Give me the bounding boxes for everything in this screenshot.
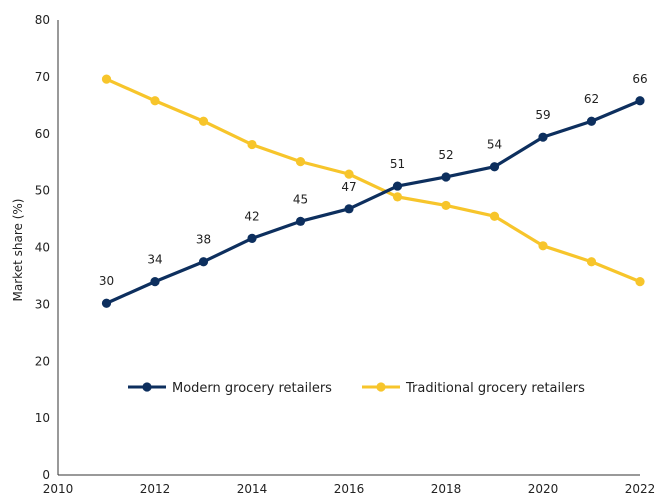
data-label: 42 [244, 209, 259, 223]
data-point-modern [101, 298, 112, 308]
data-point-modern [538, 132, 548, 142]
tick-labels: 0 10 20 30 40 50 60 70 80 2010 2012 2014 2016 2018 202… [35, 13, 656, 495]
y-axis-label: Market share (%) [11, 199, 25, 302]
x-tick-label: 2010 [43, 482, 74, 495]
data-label: 45 [293, 192, 308, 206]
data-point-modern [295, 216, 306, 226]
data-label: 66 [632, 72, 647, 86]
data-point-traditional [198, 116, 209, 126]
legend: Modern grocery retailers Traditional groc… [128, 381, 585, 396]
data-point-modern [247, 233, 257, 243]
series-line-traditional [105, 77, 641, 284]
data-label: 52 [438, 148, 453, 162]
data-label: 34 [147, 253, 162, 267]
data-label: 62 [584, 92, 599, 106]
series-line-modern [105, 99, 641, 305]
data-point-traditional [538, 241, 548, 251]
data-point-modern [441, 172, 451, 182]
data-point-traditional [101, 74, 112, 84]
y-tick-label: 80 [35, 13, 50, 27]
y-tick-label: 70 [35, 70, 50, 84]
data-label: 54 [487, 138, 502, 152]
axes [57, 20, 640, 476]
data-point-traditional [344, 169, 354, 179]
data-label: 47 [341, 180, 356, 194]
data-point-modern [586, 116, 597, 126]
y-tick-label: 0 [42, 468, 50, 482]
data-label: 30 [99, 274, 114, 288]
legend-label-traditional: Traditional grocery retailers [405, 381, 585, 396]
x-tick-label: 2014 [237, 482, 268, 495]
legend-marker-traditional [376, 382, 386, 392]
data-point-modern [489, 162, 500, 172]
y-tick-label: 60 [35, 127, 50, 141]
y-tick-label: 50 [35, 184, 50, 198]
legend-label-modern: Modern grocery retailers [172, 381, 332, 396]
data-point-modern [635, 96, 645, 106]
data-point-modern [198, 257, 209, 267]
data-point-traditional [392, 192, 403, 202]
y-tick-label: 10 [35, 411, 50, 425]
data-labels: 30 34 38 42 45 47 51 52 54 59 62 66 [99, 72, 648, 288]
x-tick-label: 2022 [625, 482, 656, 495]
x-tick-label: 2016 [334, 482, 365, 495]
x-tick-label: 2012 [140, 482, 171, 495]
data-label: 59 [535, 108, 550, 122]
series-layer [101, 74, 645, 308]
x-tick-label: 2020 [528, 482, 559, 495]
data-point-traditional [586, 257, 597, 267]
y-tick-label: 30 [35, 297, 50, 311]
data-point-traditional [247, 139, 257, 150]
data-label: 51 [390, 157, 405, 171]
legend-marker-modern [142, 382, 152, 392]
data-point-modern [392, 181, 403, 191]
data-point-modern [150, 277, 160, 287]
x-tick-label: 2018 [431, 482, 462, 495]
data-point-traditional [150, 96, 160, 106]
data-label: 38 [196, 233, 211, 247]
data-point-traditional [635, 277, 645, 287]
y-tick-label: 40 [35, 241, 50, 255]
data-point-modern [344, 204, 354, 214]
data-point-traditional [295, 157, 306, 167]
data-point-traditional [441, 200, 451, 211]
y-tick-label: 20 [35, 354, 50, 368]
data-point-traditional [489, 211, 500, 221]
